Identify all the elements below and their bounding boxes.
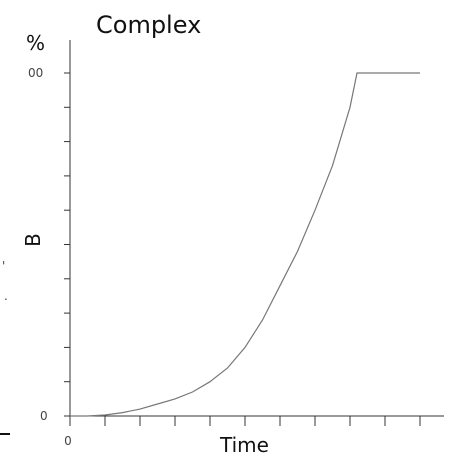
left-edge-dot: ' [2,259,5,273]
y-tick-label-top: 00 [28,66,43,80]
y-unit-label: % [26,31,45,55]
x-axis-label: Time [219,433,269,457]
x-ticks [69,416,421,426]
y-ticks [64,72,70,417]
x-tick-label-origin: 0 [64,434,72,448]
left-edge-dot-2: . [4,289,8,303]
y-axis-label: B [21,233,45,247]
chart-title: Complex [96,11,201,39]
y-tick-label-bottom: 0 [40,409,48,423]
series-line [70,72,420,417]
